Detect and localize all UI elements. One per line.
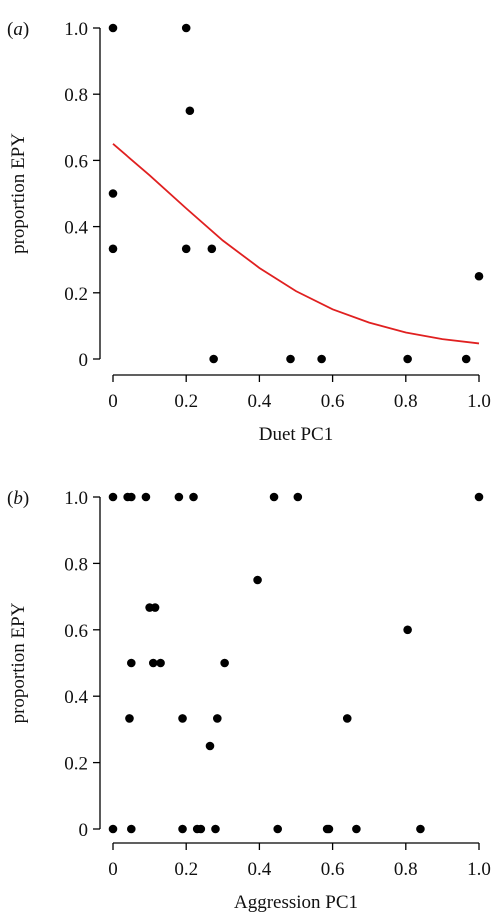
data-point	[196, 824, 206, 834]
fit-line	[112, 143, 480, 345]
data-point	[108, 244, 118, 254]
data-point	[269, 492, 279, 502]
data-point	[127, 658, 136, 668]
data-point	[352, 824, 361, 834]
x-tick-label: 0.4	[248, 859, 272, 880]
y-tick-label: 0.2	[64, 284, 88, 305]
data-point	[178, 714, 187, 723]
data-point	[127, 492, 136, 502]
panel-label: (b)	[7, 488, 29, 509]
y-tick-label: 0.8	[64, 85, 88, 106]
x-tick-label: 0	[108, 391, 118, 412]
x-tick-label: 1.0	[467, 859, 491, 880]
x-tick-label: 1.0	[467, 391, 491, 412]
data-point	[125, 714, 134, 723]
data-point	[127, 824, 136, 834]
y-tick-label: 1.0	[64, 19, 88, 40]
panel-label: (a)	[7, 19, 29, 40]
x-tick-label: 0.6	[321, 859, 345, 880]
data-point	[317, 354, 326, 364]
y-tick-label: 0	[79, 350, 89, 371]
data-point	[205, 741, 215, 751]
data-point	[342, 714, 352, 723]
y-axis-title: proportion EPY	[8, 602, 29, 723]
data-point	[220, 658, 229, 668]
data-point	[213, 714, 222, 723]
data-point	[253, 575, 262, 585]
panel-b: 0 0.2 0.4 0.6 0.8 1.0 0 0.2 0.4 0.6 0.8 1.0 Aggressi…	[7, 488, 491, 913]
data-point	[461, 354, 471, 364]
data-point	[108, 23, 118, 33]
data-point	[108, 824, 118, 834]
y-tick-label: 0.4	[64, 687, 88, 708]
data-point	[178, 824, 187, 834]
data-point	[148, 658, 158, 668]
y-tick-label: 0	[79, 820, 89, 841]
data-point	[474, 492, 484, 502]
data-point	[174, 492, 184, 502]
data-point	[181, 23, 191, 33]
data-point	[403, 354, 412, 364]
data-point	[108, 189, 118, 198]
panel-a: 0 0.2 0.4 0.6 0.8 1.0 0 0.2 0.4 0.6 0.8 1.0 Duet PC1…	[7, 19, 491, 445]
data-point	[211, 824, 220, 834]
x-tick-label: 0.4	[248, 391, 272, 412]
x-tick-label: 0.8	[394, 391, 418, 412]
y-tick-label: 0.2	[64, 754, 88, 775]
data-point	[141, 492, 151, 502]
data-point	[416, 824, 425, 834]
x-tick-label: 0.2	[174, 859, 198, 880]
data-point	[273, 824, 283, 834]
y-tick-label: 0.6	[64, 621, 88, 642]
x-axis-title: Duet PC1	[259, 424, 333, 445]
data-point	[185, 106, 195, 116]
x-tick-label: 0.6	[321, 391, 345, 412]
data-point	[286, 354, 295, 364]
data-point	[403, 625, 412, 635]
x-axis-title: Aggression PC1	[234, 892, 358, 913]
data-point	[474, 271, 484, 281]
data-point	[207, 244, 217, 254]
data-point	[293, 492, 303, 502]
data-point	[181, 244, 191, 254]
data-point	[108, 492, 118, 502]
data-point	[156, 658, 165, 668]
data-point	[209, 354, 218, 364]
data-point	[150, 603, 160, 612]
y-tick-label: 0.8	[64, 554, 88, 575]
y-tick-label: 0.4	[64, 218, 88, 239]
data-point	[324, 824, 334, 834]
x-tick-label: 0.2	[174, 391, 198, 412]
y-axis-title: proportion EPY	[8, 133, 29, 254]
y-tick-label: 0.6	[64, 151, 88, 172]
x-tick-label: 0	[108, 859, 118, 880]
data-point	[189, 492, 198, 502]
x-tick-label: 0.8	[394, 859, 418, 880]
y-tick-label: 1.0	[64, 488, 88, 509]
